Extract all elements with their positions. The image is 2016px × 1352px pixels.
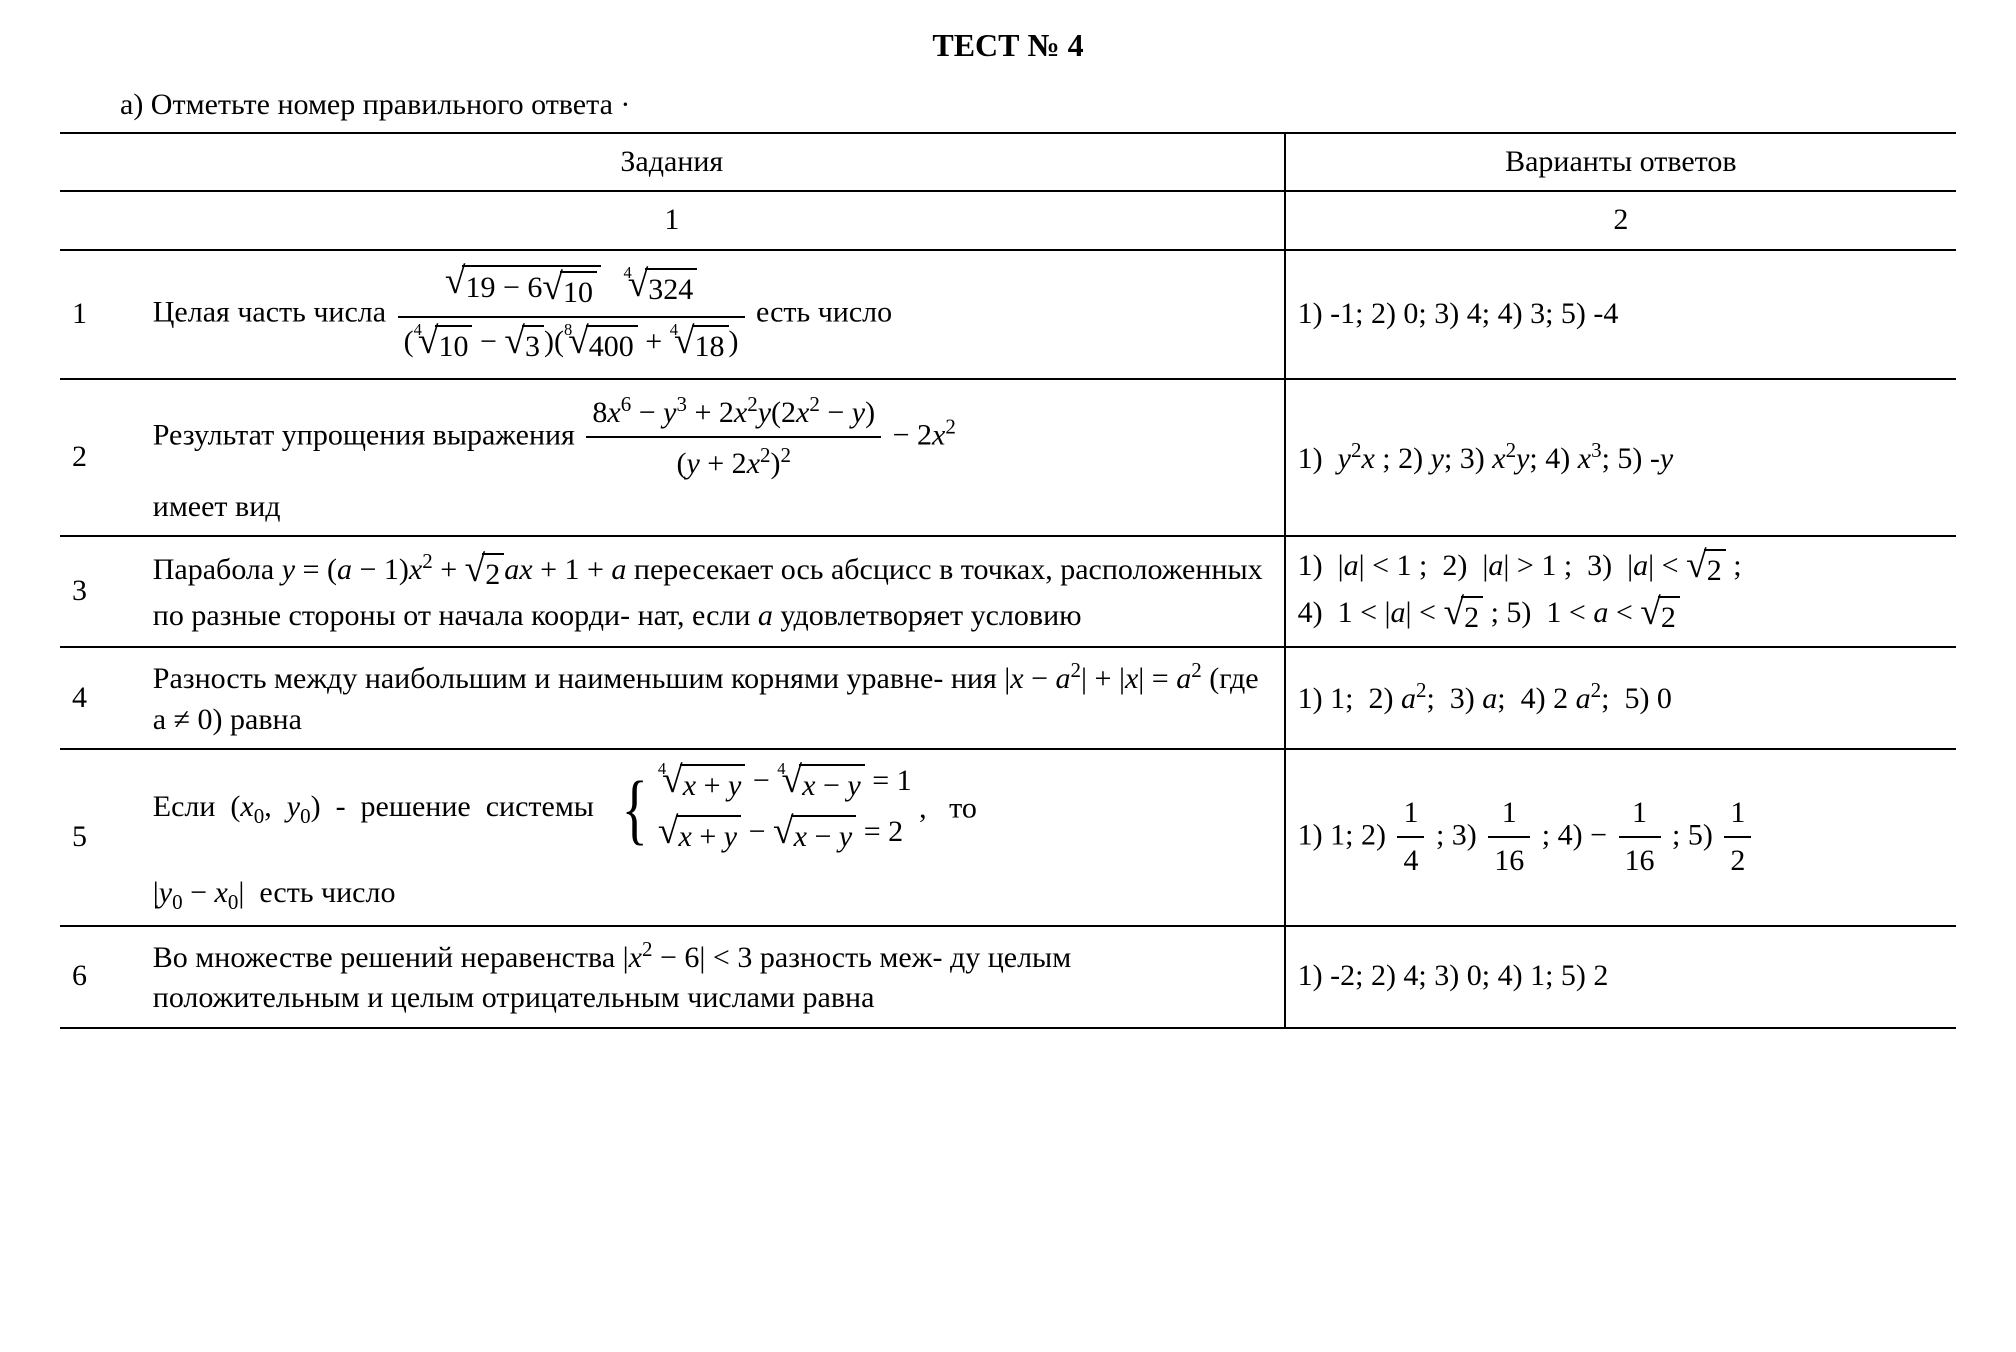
task-text: − 2 [893, 418, 932, 451]
header-tasks: Задания [60, 133, 1285, 192]
math-text: 1 [1619, 793, 1661, 839]
math-text: 10 [560, 271, 597, 314]
math-text: 16 [1619, 838, 1661, 882]
task-text: Результат упрощения выражения [153, 418, 583, 451]
instruction-text: а) Отметьте номер правильного ответа · [120, 85, 1956, 126]
task-cell: Во множестве решений неравенства |x2 − 6… [141, 926, 1285, 1028]
subheader-row: 1 2 [60, 191, 1956, 250]
answers-text: ; 5) [1672, 818, 1720, 851]
fraction: 8x6 − y3 + 2x2y(2x2 − y) (y + 2x2)2 [586, 390, 881, 485]
math-text: 4 [1397, 838, 1424, 882]
row-number: 4 [60, 647, 141, 749]
sqrt-icon: 4√324 [623, 264, 697, 311]
task-cell: Результат упрощения выражения 8x6 − y3 +… [141, 379, 1285, 537]
task-text: пересекает ось абсцисс в [634, 553, 953, 586]
equation-system: { 4√x + y − 4√x − y = 1 √x + y − √x − y … [616, 758, 911, 859]
task-text: Целая часть числа [153, 295, 394, 328]
header-row: Задания Варианты ответов [60, 133, 1956, 192]
row-number: 5 [60, 749, 141, 925]
answers-text: 1) 1; 2) [1298, 818, 1394, 851]
task-cell: Разность между наибольшим и наименьшим к… [141, 647, 1285, 749]
answers-cell: 1) 1; 2) 14 ; 3) 116 ; 4) − 116 ; 5) 12 [1285, 749, 1956, 925]
task-cell: Парабола y = (a − 1)x2 + √2ax + 1 + a пе… [141, 536, 1285, 647]
subheader-tasks: 1 [60, 191, 1285, 250]
row-number: 1 [60, 250, 141, 379]
math-text: 19 − 6 [465, 271, 542, 304]
answers-cell: 1) 1; 2) a2; 3) a; 4) 2 a2; 5) 0 [1285, 647, 1956, 749]
row-number: 2 [60, 379, 141, 537]
math-text: 2 [1724, 838, 1751, 882]
sqrt-icon: 4√18 [670, 321, 729, 368]
sqrt-icon: √3 [504, 321, 544, 368]
sqrt-icon: 4√10 [414, 321, 473, 368]
answers-cell: 1) -2; 2) 4; 3) 0; 4) 1; 5) 2 [1285, 926, 1956, 1028]
task-text: Парабола [153, 553, 282, 586]
math-text: 1 [1488, 793, 1530, 839]
answers-text: ; 4) − [1542, 818, 1615, 851]
math-text: 10 [435, 325, 472, 368]
page: ТЕСТ № 4 а) Отметьте номер правильного о… [0, 0, 2016, 1352]
task-text: равна [803, 981, 875, 1014]
answers-cell: 1) |a| < 1 ; 2) |a| > 1 ; 3) |a| < √2 ; … [1285, 536, 1956, 647]
table-row: 5 Если (x0, y0) - решение системы { 4√x … [60, 749, 1956, 925]
table-row: 4 Разность между наибольшим и наименьшим… [60, 647, 1956, 749]
page-title: ТЕСТ № 4 [60, 24, 1956, 67]
math-text: 1 [1724, 793, 1751, 839]
table-row: 6 Во множестве решений неравенства |x2 −… [60, 926, 1956, 1028]
math-text: 400 [586, 325, 638, 368]
task-cell: Если (x0, y0) - решение системы { 4√x + … [141, 749, 1285, 925]
subheader-answers: 2 [1285, 191, 1956, 250]
math-text: 16 [1488, 838, 1530, 882]
table-row: 3 Парабола y = (a − 1)x2 + √2ax + 1 + a … [60, 536, 1956, 647]
test-table: Задания Варианты ответов 1 2 1 Целая час… [60, 132, 1956, 1029]
task-text: разность меж- [760, 941, 943, 974]
table-row: 2 Результат упрощения выражения 8x6 − y3… [60, 379, 1956, 537]
math-text: 324 [645, 268, 697, 311]
task-text: Разность между наибольшим и наименьшим к… [153, 662, 944, 695]
math-text: 18 [692, 325, 729, 368]
task-text: имеет вид [153, 487, 1272, 528]
answers-text: ; 3) [1436, 818, 1484, 851]
header-answers: Варианты ответов [1285, 133, 1956, 192]
answers-cell: 1) y2x ; 2) y; 3) x2y; 4) x3; 5) -y [1285, 379, 1956, 537]
sqrt-icon: √19 − 6√10 [445, 261, 601, 314]
row-number: 3 [60, 536, 141, 647]
math-text: 1 [1397, 793, 1424, 839]
row-number: 6 [60, 926, 141, 1028]
sqrt-icon: 8√400 [564, 321, 638, 368]
task-text: ния [951, 662, 1004, 695]
task-text: Во множестве решений неравенства [153, 941, 623, 974]
task-text: есть число [756, 295, 892, 328]
answers-cell: 1) -1; 2) 0; 3) 4; 4) 3; 5) -4 [1285, 250, 1956, 379]
task-cell: Целая часть числа √19 − 6√10 4√324 (4√10… [141, 250, 1285, 379]
table-row: 1 Целая часть числа √19 − 6√10 4√324 (4√… [60, 250, 1956, 379]
fraction: √19 − 6√10 4√324 (4√10 − √3)(8√400 + 4√1… [398, 261, 745, 368]
